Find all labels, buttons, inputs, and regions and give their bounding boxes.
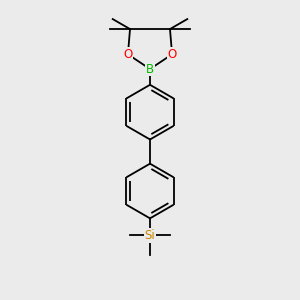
Text: Si: Si [145, 229, 155, 242]
Text: B: B [146, 62, 154, 76]
Text: O: O [167, 48, 177, 61]
Text: O: O [123, 48, 133, 61]
